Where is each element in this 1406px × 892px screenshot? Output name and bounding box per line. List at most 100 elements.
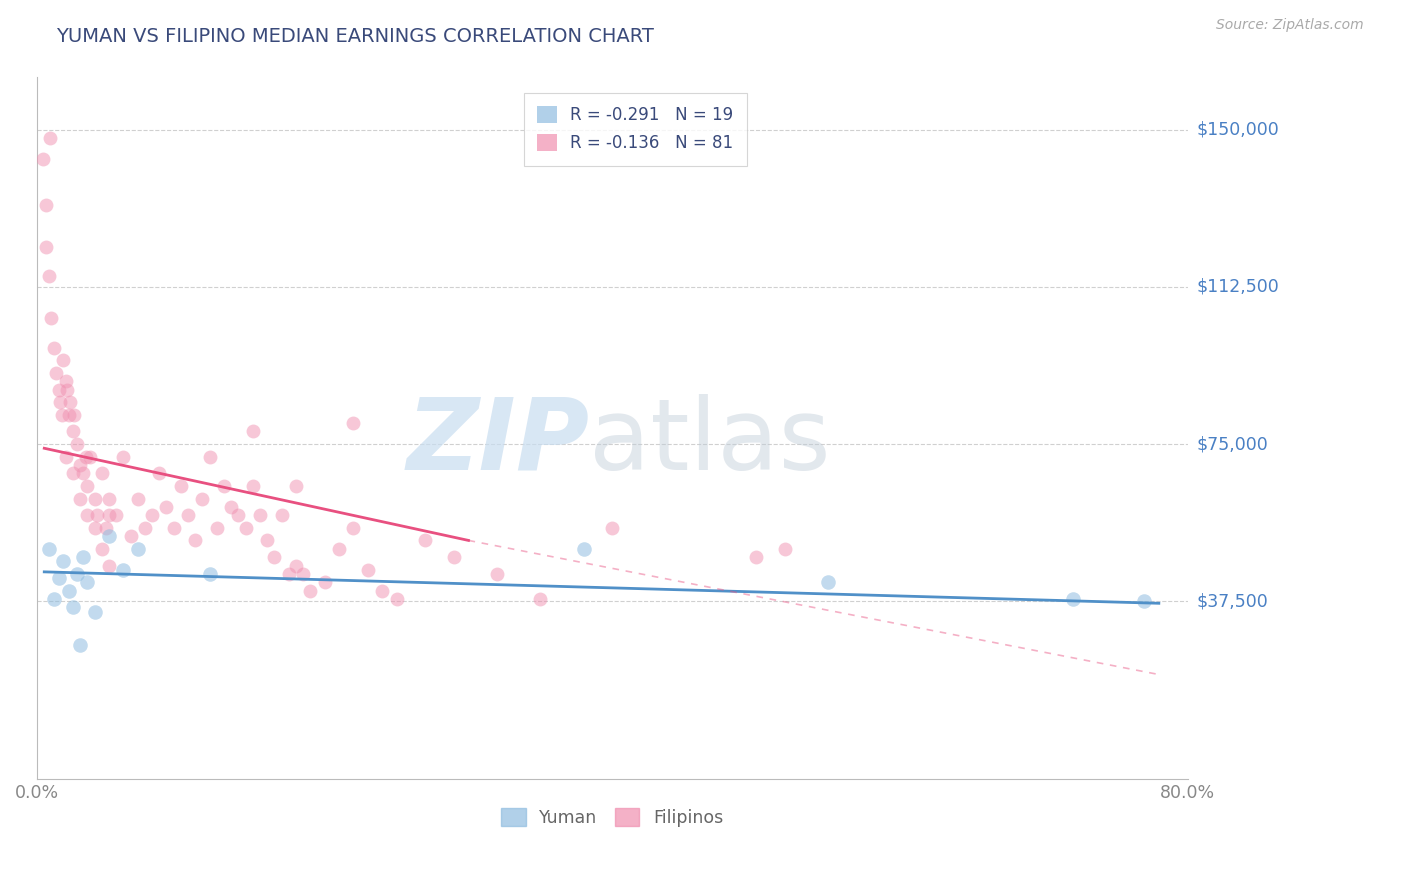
Point	[58, 583, 80, 598]
Point	[191, 491, 214, 506]
Point	[314, 575, 336, 590]
Point	[105, 508, 128, 523]
Point	[773, 541, 796, 556]
Point	[98, 558, 121, 573]
Point	[55, 450, 77, 464]
Point	[228, 508, 250, 523]
Point	[299, 583, 322, 598]
Point	[371, 583, 394, 598]
Point	[385, 592, 408, 607]
Point	[1133, 594, 1156, 608]
Point	[56, 383, 79, 397]
Point	[148, 467, 170, 481]
Point	[98, 529, 121, 543]
Text: $75,000: $75,000	[1197, 435, 1268, 453]
Point	[127, 491, 149, 506]
Point	[76, 508, 98, 523]
Point	[141, 508, 163, 523]
Point	[90, 541, 112, 556]
Point	[342, 416, 364, 430]
Point	[328, 541, 350, 556]
Point	[198, 566, 221, 581]
Point	[45, 366, 67, 380]
Point	[38, 541, 60, 556]
Point	[62, 600, 84, 615]
Point	[69, 491, 91, 506]
Text: atlas: atlas	[589, 394, 831, 491]
Point	[62, 425, 84, 439]
Point	[51, 408, 73, 422]
Point	[83, 605, 105, 619]
Point	[63, 408, 86, 422]
Point	[277, 566, 299, 581]
Point	[155, 500, 177, 514]
Point	[242, 479, 264, 493]
Point	[284, 479, 307, 493]
Point	[1062, 592, 1084, 607]
Point	[284, 558, 307, 573]
Point	[86, 508, 108, 523]
Text: ZIP: ZIP	[406, 394, 589, 491]
Point	[529, 592, 551, 607]
Point	[112, 450, 135, 464]
Point	[66, 437, 89, 451]
Point	[59, 395, 82, 409]
Point	[198, 450, 221, 464]
Point	[443, 550, 465, 565]
Point	[170, 479, 193, 493]
Point	[66, 566, 89, 581]
Point	[205, 521, 228, 535]
Point	[62, 467, 84, 481]
Point	[41, 311, 63, 326]
Point	[134, 521, 156, 535]
Point	[242, 425, 264, 439]
Point	[31, 152, 53, 166]
Point	[263, 550, 285, 565]
Point	[72, 467, 94, 481]
Point	[69, 638, 91, 652]
Point	[79, 450, 101, 464]
Point	[817, 575, 839, 590]
Point	[184, 533, 207, 548]
Point	[38, 269, 60, 284]
Point	[270, 508, 292, 523]
Point	[120, 529, 142, 543]
Point	[98, 508, 121, 523]
Point	[76, 479, 98, 493]
Point	[44, 341, 66, 355]
Text: $150,000: $150,000	[1197, 120, 1279, 139]
Point	[127, 541, 149, 556]
Point	[292, 566, 315, 581]
Point	[572, 541, 595, 556]
Point	[69, 458, 91, 472]
Text: Source: ZipAtlas.com: Source: ZipAtlas.com	[1216, 18, 1364, 32]
Point	[83, 491, 105, 506]
Point	[163, 521, 186, 535]
Point	[602, 521, 624, 535]
Legend: Yuman, Filipinos: Yuman, Filipinos	[495, 801, 730, 834]
Point	[76, 575, 98, 590]
Point	[219, 500, 242, 514]
Point	[49, 395, 72, 409]
Point	[39, 131, 62, 145]
Point	[48, 571, 70, 585]
Point	[235, 521, 257, 535]
Text: $37,500: $37,500	[1197, 592, 1268, 610]
Point	[55, 374, 77, 388]
Point	[90, 467, 112, 481]
Point	[34, 240, 56, 254]
Point	[48, 383, 70, 397]
Point	[256, 533, 278, 548]
Point	[34, 198, 56, 212]
Point	[98, 491, 121, 506]
Point	[83, 521, 105, 535]
Point	[52, 554, 75, 568]
Point	[357, 563, 380, 577]
Point	[52, 353, 75, 368]
Point	[486, 566, 509, 581]
Point	[94, 521, 117, 535]
Point	[112, 563, 135, 577]
Point	[72, 550, 94, 565]
Point	[745, 550, 768, 565]
Point	[75, 450, 97, 464]
